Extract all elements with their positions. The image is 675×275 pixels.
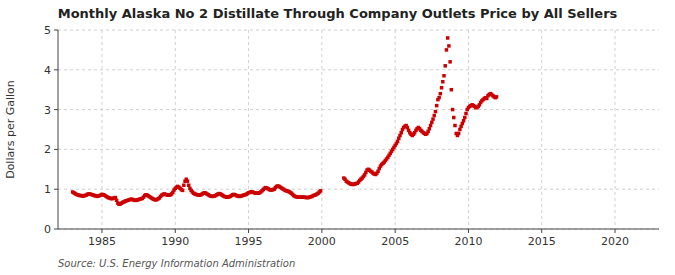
x-tick	[101, 229, 102, 233]
point	[448, 60, 452, 64]
x-tick-label: 2010	[454, 235, 482, 248]
y-tick	[54, 30, 58, 31]
grid-line-x	[395, 30, 396, 229]
grid-line-y	[58, 109, 659, 110]
y-tick	[54, 69, 58, 70]
point	[429, 124, 433, 128]
point	[428, 127, 432, 131]
grid-line-x	[101, 30, 102, 229]
point	[463, 116, 467, 120]
point	[443, 64, 447, 68]
point	[434, 110, 438, 114]
grid-line-x	[541, 30, 542, 229]
grid-line-y	[58, 30, 659, 31]
grid-line-y	[58, 189, 659, 190]
point	[462, 119, 466, 123]
y-tick	[54, 149, 58, 150]
x-tick-label: 2015	[528, 235, 556, 248]
grid-line-y	[58, 69, 659, 70]
x-tick	[468, 229, 469, 233]
x-axis-line	[58, 229, 659, 230]
x-tick	[541, 229, 542, 233]
point	[430, 121, 434, 125]
grid	[58, 30, 659, 229]
point	[451, 108, 455, 112]
point	[457, 132, 461, 136]
x-tick	[395, 229, 396, 233]
point	[453, 124, 457, 128]
y-axis-label: Dollars per Gallon	[4, 80, 17, 179]
point	[445, 48, 449, 52]
point	[439, 92, 443, 96]
x-tick-label: 1995	[235, 235, 263, 248]
y-tick-label: 3	[44, 104, 51, 117]
grid-line-x	[468, 30, 469, 229]
grid-line-x	[175, 30, 176, 229]
point	[396, 140, 400, 144]
x-tick-label: 2000	[308, 235, 336, 248]
source-note: Source: U.S. Energy Information Administ…	[58, 258, 295, 269]
grid-line-x	[321, 30, 322, 229]
x-tick-label: 2005	[381, 235, 409, 248]
x-tick	[321, 229, 322, 233]
point	[187, 183, 191, 187]
x-tick-label: 1985	[88, 235, 116, 248]
points	[71, 36, 498, 206]
point	[186, 179, 190, 183]
y-axis-line	[58, 30, 59, 229]
x-tick	[175, 229, 176, 233]
point	[447, 44, 451, 48]
point	[495, 95, 499, 99]
point	[182, 183, 186, 187]
point	[181, 189, 185, 193]
x-tick-label: 1990	[161, 235, 189, 248]
y-tick	[54, 189, 58, 190]
point	[464, 112, 468, 116]
x-tick	[248, 229, 249, 233]
point	[452, 116, 456, 120]
grid-line-x	[248, 30, 249, 229]
point	[432, 114, 436, 118]
y-tick-label: 5	[44, 24, 51, 37]
point	[442, 74, 446, 78]
y-tick	[54, 229, 58, 230]
y-tick-label: 0	[44, 223, 51, 236]
y-tick-label: 2	[44, 143, 51, 156]
chart: 1985 1990 1995 2000 2005 2010 2015 2020 0 1 2 3 4 5 Mo…	[0, 0, 675, 275]
point	[435, 104, 439, 108]
point	[319, 189, 323, 193]
point	[440, 86, 444, 90]
point	[446, 36, 450, 40]
title: Monthly Alaska No 2 Distillate Through C…	[58, 6, 618, 21]
x-tick	[615, 229, 616, 233]
point	[437, 96, 441, 100]
grid-line-y	[58, 229, 659, 230]
point	[450, 88, 454, 92]
y-tick-label: 4	[44, 64, 51, 77]
y-tick	[54, 109, 58, 110]
point	[431, 117, 435, 121]
point	[441, 80, 445, 84]
y-tick-label: 1	[44, 183, 51, 196]
grid-line-y	[58, 149, 659, 150]
grid-line-x	[615, 30, 616, 229]
x-tick-label: 2020	[601, 235, 629, 248]
point	[400, 131, 404, 135]
point	[458, 128, 462, 132]
